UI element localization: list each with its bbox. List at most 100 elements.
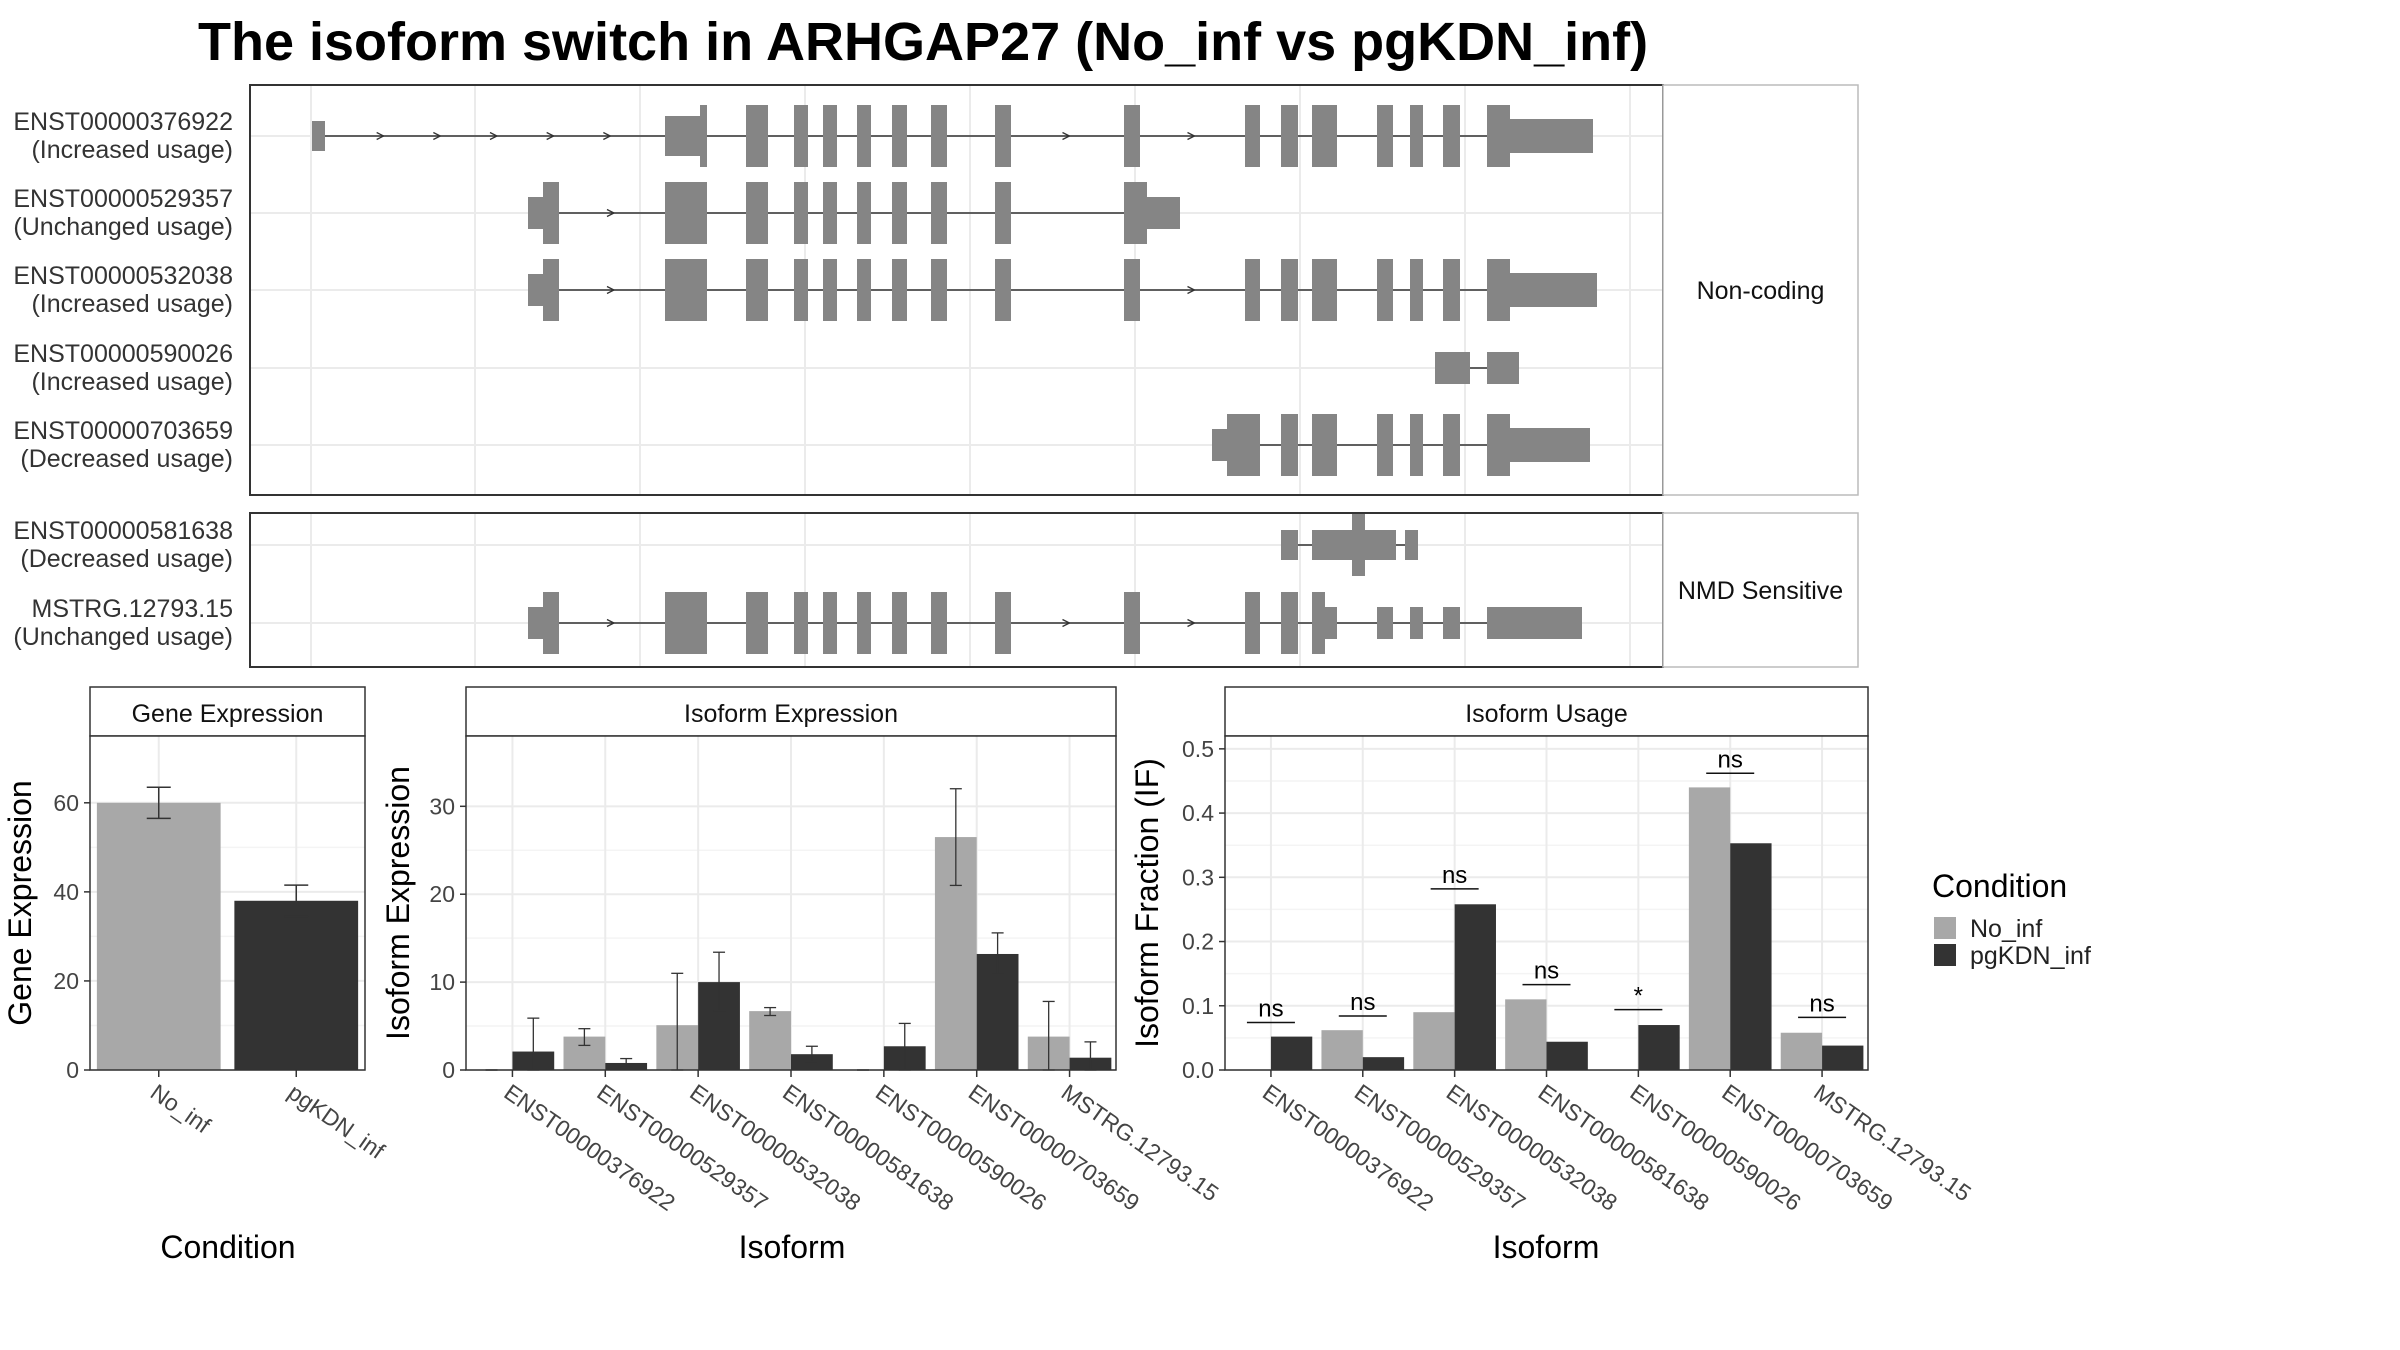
panel-strip-label: Gene Expression bbox=[132, 700, 324, 728]
exon bbox=[1245, 259, 1260, 321]
bar-pgkdn-inf-enst00000376922 bbox=[1270, 1036, 1313, 1070]
x-axis-title: Condition bbox=[160, 1229, 295, 1265]
intron-arrow bbox=[1187, 285, 1196, 295]
x-axis-title: Isoform bbox=[739, 1229, 846, 1265]
exon bbox=[543, 592, 559, 654]
y-axis-title: Isoform Fraction (IF) bbox=[1129, 758, 1165, 1048]
transcript-id-label: MSTRG.12793.15 bbox=[32, 595, 234, 623]
y-tick-label: 0.1 bbox=[1182, 993, 1214, 1019]
bar-no-inf bbox=[96, 802, 221, 1070]
transcript-usage-label: (Increased usage) bbox=[31, 290, 233, 318]
exon bbox=[1405, 530, 1418, 560]
exon bbox=[746, 259, 768, 321]
x-tick-label: ENST00000529357 bbox=[592, 1079, 772, 1216]
y-axis-title: Gene Expression bbox=[2, 780, 38, 1025]
significance-label: ns bbox=[1718, 746, 1743, 773]
legend-key-pgkdn-inf bbox=[1934, 944, 1956, 966]
exon bbox=[1377, 607, 1393, 639]
transcript-id-label: ENST00000581638 bbox=[13, 517, 233, 545]
transcript-model-enst00000532038 bbox=[528, 259, 1597, 321]
exon bbox=[543, 182, 559, 244]
exon bbox=[528, 274, 543, 306]
panel-strip-label: Isoform Usage bbox=[1465, 700, 1628, 728]
x-tick-label: MSTRG.12793.15 bbox=[1057, 1079, 1224, 1207]
exon bbox=[1312, 530, 1352, 560]
exon bbox=[931, 105, 947, 167]
panel-strip-label: Isoform Expression bbox=[684, 700, 898, 728]
figure-title: The isoform switch in ARHGAP27 (No_inf v… bbox=[198, 12, 1648, 72]
transcript-id-label: ENST00000529357 bbox=[13, 185, 233, 213]
exon bbox=[931, 259, 947, 321]
x-tick-label: ENST00000376922 bbox=[1258, 1079, 1438, 1216]
exon bbox=[857, 592, 871, 654]
group-strip bbox=[1662, 512, 1859, 668]
intron-arrow bbox=[489, 131, 499, 141]
exon bbox=[1377, 105, 1393, 167]
transcript-id-label: ENST00000590026 bbox=[13, 340, 233, 368]
transcript-model-enst00000581638 bbox=[1281, 514, 1418, 576]
exon bbox=[995, 259, 1011, 321]
group-label-nmd-sensitive: NMD Sensitive bbox=[1678, 577, 1843, 605]
significance-label: ns bbox=[1442, 862, 1467, 889]
exon bbox=[857, 105, 871, 167]
exon bbox=[794, 182, 808, 244]
x-tick-label: pgKDN_inf bbox=[283, 1079, 390, 1164]
bar-pgkdn-inf-enst00000532038 bbox=[1454, 904, 1496, 1070]
exon bbox=[794, 592, 808, 654]
intron-arrow bbox=[546, 131, 556, 141]
bar-pgkdn-inf-enst00000703659 bbox=[1730, 843, 1772, 1070]
y-tick-label: 0.4 bbox=[1182, 800, 1214, 826]
exon bbox=[1443, 414, 1460, 476]
panel-strip bbox=[465, 686, 1117, 737]
intron-arrow bbox=[1062, 131, 1071, 141]
bar-no-inf-enst00000703659 bbox=[1688, 787, 1731, 1070]
y-tick-label: 0 bbox=[442, 1057, 455, 1083]
x-tick-label: ENST00000532038 bbox=[685, 1079, 865, 1216]
bar-no-inf-enst00000532038 bbox=[1413, 1012, 1455, 1070]
transcript-model-enst00000590026 bbox=[1435, 352, 1519, 384]
y-tick-label: 40 bbox=[53, 879, 79, 905]
intron-arrow bbox=[603, 131, 612, 141]
y-tick-label: 0.5 bbox=[1182, 736, 1214, 762]
transcript-usage-label: (Increased usage) bbox=[31, 368, 233, 396]
intron-arrow bbox=[433, 131, 442, 141]
legend-label-no-inf: No_inf bbox=[1970, 915, 2042, 943]
structure-panel-frame bbox=[249, 512, 1664, 668]
x-tick-label: ENST00000590026 bbox=[871, 1079, 1051, 1216]
exon bbox=[1365, 530, 1396, 560]
intron-arrow bbox=[606, 618, 616, 628]
intron-arrow bbox=[606, 285, 616, 295]
transcript-usage-label: (Decreased usage) bbox=[20, 545, 233, 573]
transcript-id-label: ENST00000376922 bbox=[13, 108, 233, 136]
exon bbox=[1312, 259, 1337, 321]
exon bbox=[823, 182, 837, 244]
transcript-id-label: ENST00000532038 bbox=[13, 262, 233, 290]
x-tick-label: No_inf bbox=[146, 1079, 216, 1139]
intron-arrow bbox=[1187, 618, 1196, 628]
exon bbox=[1487, 105, 1510, 167]
y-tick-label: 0.0 bbox=[1182, 1057, 1214, 1083]
bar-no-inf-mstrg-12793-15 bbox=[1780, 1032, 1823, 1070]
exon bbox=[823, 592, 837, 654]
exon bbox=[794, 259, 808, 321]
exon bbox=[1281, 105, 1298, 167]
exon bbox=[1147, 197, 1180, 229]
exon bbox=[1245, 105, 1260, 167]
exon bbox=[1487, 259, 1510, 321]
exon bbox=[746, 182, 768, 244]
bar-pgkdn-inf bbox=[234, 900, 359, 1070]
transcript-model-enst00000529357 bbox=[528, 182, 1180, 244]
exon bbox=[1124, 592, 1140, 654]
exon bbox=[543, 259, 559, 321]
exon bbox=[1281, 259, 1298, 321]
transcript-model-enst00000376922 bbox=[312, 105, 1593, 167]
exon bbox=[823, 259, 837, 321]
exon bbox=[700, 105, 707, 167]
x-axis-title: Isoform bbox=[1493, 1229, 1600, 1265]
exon bbox=[1312, 592, 1325, 654]
transcript-id-label: ENST00000703659 bbox=[13, 417, 233, 445]
y-tick-label: 30 bbox=[429, 793, 455, 819]
x-tick-label: MSTRG.12793.15 bbox=[1809, 1079, 1976, 1207]
transcript-model-mstrg-12793-15 bbox=[528, 592, 1582, 654]
